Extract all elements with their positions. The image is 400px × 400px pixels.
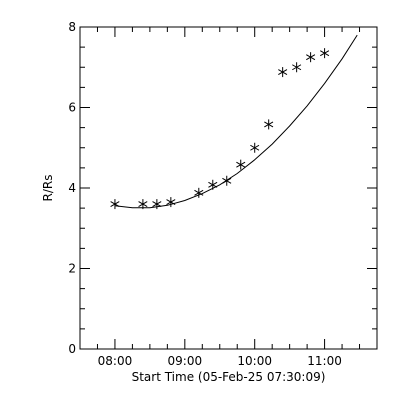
asterisk-stroke: [264, 121, 274, 128]
x-tick-label: 11:00: [307, 354, 342, 368]
x-tick-label: 09:00: [168, 354, 203, 368]
y-tick-label: 8: [68, 20, 76, 34]
x-tick-label: 08:00: [98, 354, 133, 368]
data-point: [320, 48, 330, 59]
asterisk-stroke: [166, 199, 176, 206]
data-point: [236, 159, 246, 170]
y-axis-label: R/Rs: [41, 175, 55, 202]
data-point: [306, 52, 316, 63]
asterisk-stroke: [236, 161, 246, 168]
data-point: [278, 67, 288, 78]
asterisk-stroke: [138, 201, 148, 208]
data-point: [222, 175, 232, 186]
data-point: [250, 142, 260, 153]
y-tick-label: 4: [68, 181, 76, 195]
plot-frame: [79, 26, 378, 350]
asterisk-stroke: [152, 201, 162, 208]
y-axis: 0 2 4 6 8: [68, 20, 377, 356]
fit-curve: [114, 34, 358, 209]
asterisk-stroke: [306, 54, 316, 61]
asterisk-stroke: [278, 69, 288, 76]
asterisk-stroke: [110, 201, 120, 208]
data-point: [208, 179, 218, 190]
y-tick-label: 0: [68, 342, 76, 356]
data-point: [292, 62, 302, 73]
x-tick-label: 10:00: [237, 354, 272, 368]
data-point: [264, 119, 274, 130]
asterisk-stroke: [250, 144, 260, 151]
y-tick-label: 6: [68, 101, 76, 115]
asterisk-stroke: [208, 181, 218, 188]
data-points: [110, 48, 330, 210]
x-axis: 08:00 09:00 10:00 11:00: [79, 27, 378, 368]
data-point: [138, 199, 148, 210]
x-axis-label: Start Time (05-Feb-25 07:30:09): [132, 370, 326, 384]
fit-line-layer: [114, 34, 358, 209]
asterisk-stroke: [292, 64, 302, 71]
data-point: [166, 197, 176, 208]
data-point: [110, 199, 120, 210]
plot-border: [79, 26, 378, 350]
data-point: [194, 187, 204, 198]
asterisk-stroke: [222, 177, 232, 184]
asterisk-stroke: [194, 189, 204, 196]
asterisk-stroke: [320, 50, 330, 57]
data-point: [152, 199, 162, 210]
y-tick-label: 2: [68, 262, 76, 276]
